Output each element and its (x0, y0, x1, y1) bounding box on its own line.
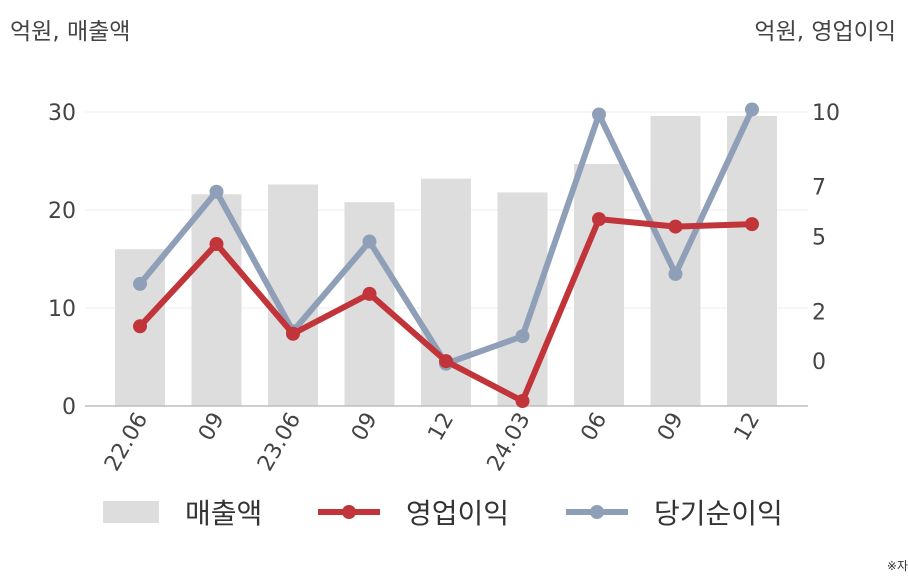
legend-swatch-net-income (566, 501, 628, 523)
left-axis-tick: 0 (62, 395, 76, 420)
right-axis-tick: 0 (812, 350, 826, 375)
left-axis-ticks: 0 10 20 30 (48, 101, 76, 420)
combo-chart: 0 10 20 30 0 2 5 7 10 22.06 09 23.06 09 12 24.03 06 09… (48, 101, 840, 476)
revenue-bar (727, 115, 777, 407)
left-axis-tick: 20 (48, 199, 76, 224)
revenue-bar (191, 194, 242, 406)
legend-label-net-income: 당기순이익 (654, 497, 783, 530)
legend-swatch-operating-profit (318, 501, 380, 523)
operating-profit-point (286, 326, 300, 341)
legend-item-revenue: 매출액 (103, 492, 262, 532)
x-axis-tick: 24.03 (483, 409, 536, 476)
x-axis-tick: 12 (424, 409, 460, 446)
legend-label-operating-profit: 영업이익 (406, 497, 510, 530)
net-income-point (745, 102, 759, 117)
net-income-point (592, 107, 606, 122)
x-axis-ticks: 22.06 09 23.06 09 12 24.03 06 09 12 (100, 409, 765, 476)
right-axis-ticks: 0 2 5 7 10 (812, 101, 840, 375)
right-axis-tick: 5 (812, 226, 826, 251)
operating-profit-point (668, 219, 683, 234)
revenue-bar (574, 163, 624, 406)
right-axis-tick: 7 (812, 176, 826, 201)
operating-profit-point (209, 237, 224, 252)
legend: 매출액 영업이익 당기순이익 (0, 492, 908, 532)
net-income-point (515, 329, 530, 344)
left-axis-unit: 억원, 매출액 (10, 19, 131, 45)
legend-swatch-revenue (103, 501, 159, 523)
x-axis-tick: 09 (194, 409, 230, 446)
operating-profit-point (133, 319, 147, 334)
legend-item-operating-profit: 영업이익 (318, 492, 509, 532)
x-axis-tick: 23.06 (253, 409, 306, 476)
revenue-bar (497, 192, 548, 406)
operating-profit-point (745, 217, 759, 232)
operating-profit-point (515, 394, 530, 409)
net-income-point (362, 234, 377, 249)
x-axis-tick: 09 (653, 409, 689, 446)
right-axis-unit: 억원, 영업이익 (754, 19, 896, 45)
x-axis-tick: 06 (577, 409, 613, 446)
operating-profit-point (592, 212, 606, 227)
x-axis-tick: 09 (347, 409, 383, 446)
net-income-point (209, 184, 224, 199)
x-axis-tick: 22.06 (100, 409, 153, 476)
legend-label-revenue: 매출액 (185, 497, 263, 530)
footnote: ※자 (886, 559, 908, 573)
revenue-bar (650, 115, 701, 407)
operating-profit-point (362, 286, 377, 301)
right-axis-tick: 10 (812, 101, 840, 126)
left-axis-tick: 30 (48, 101, 76, 126)
net-income-point (668, 266, 683, 281)
right-axis-tick: 2 (812, 300, 826, 325)
net-income-point (133, 276, 147, 291)
legend-item-net-income: 당기순이익 (566, 492, 783, 532)
left-axis-tick: 10 (48, 297, 76, 322)
operating-profit-point (439, 354, 453, 369)
x-axis-tick: 12 (730, 409, 766, 446)
line-series (133, 102, 759, 409)
